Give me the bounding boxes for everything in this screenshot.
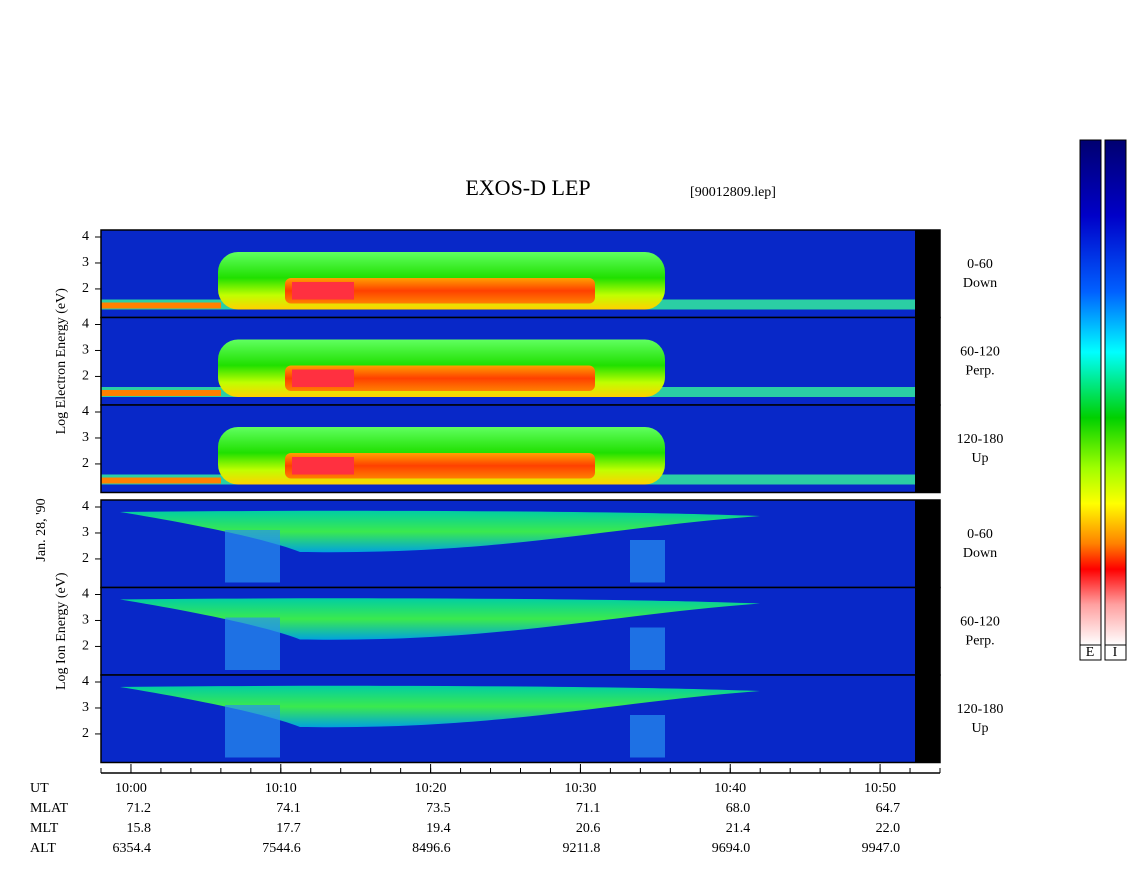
colorbar-label-box: [1079, 644, 1102, 661]
row-label: UT: [30, 781, 49, 796]
orbit-value: 68.0: [726, 801, 751, 816]
y-tick-label: 4: [82, 317, 89, 332]
panel-angle: 0-60: [967, 257, 993, 272]
no-data: [915, 675, 940, 763]
x-tick-label: 10:10: [265, 781, 297, 796]
y-tick-label: 4: [82, 674, 89, 689]
panel-angle: 60-120: [960, 345, 1000, 360]
panel-frame: [100, 674, 941, 764]
panel-direction: Down: [963, 276, 997, 291]
panel-direction: Up: [971, 451, 988, 466]
row-label: MLT: [30, 821, 59, 836]
colorbar-label: E: [1086, 645, 1095, 660]
y-tick-label: 2: [82, 726, 89, 741]
no-data: [915, 587, 940, 675]
orbit-value: 74.1: [276, 801, 301, 816]
panel-angle: 60-120: [960, 615, 1000, 630]
colorbar-label: I: [1113, 645, 1118, 660]
orbit-value: 71.1: [576, 801, 601, 816]
no-data: [915, 230, 940, 318]
panel-angle: 120-180: [957, 702, 1004, 717]
orbit-value: 64.7: [876, 801, 901, 816]
spectrogram-band: [630, 715, 665, 758]
orbit-value: 7544.6: [262, 841, 301, 856]
y-axis-label: Log Electron Energy (eV): [54, 288, 69, 435]
row-label: MLAT: [30, 801, 69, 816]
y-tick-label: 3: [82, 613, 89, 628]
orbit-value: 9947.0: [862, 841, 901, 856]
spectrogram-band: [101, 390, 221, 396]
panel-direction: Perp.: [965, 364, 994, 379]
spectrogram-band: [285, 453, 595, 479]
y-tick-label: 3: [82, 430, 89, 445]
spectrogram-band: [630, 540, 665, 583]
y-tick-label: 4: [82, 499, 89, 514]
orbit-value: 71.2: [126, 801, 151, 816]
y-tick-label: 2: [82, 456, 89, 471]
y-tick-label: 3: [82, 255, 89, 270]
panel-frame: [100, 404, 941, 494]
date-label: Jan. 28, '90: [34, 498, 49, 561]
spectrogram-band: [285, 278, 595, 304]
orbit-value: 21.4: [726, 821, 751, 836]
y-tick-label: 2: [82, 639, 89, 654]
panel-angle: 0-60: [967, 527, 993, 542]
x-tick-label: 10:50: [864, 781, 896, 796]
spectrogram-band: [292, 457, 354, 475]
panel-direction: Up: [971, 721, 988, 736]
x-tick-label: 10:20: [415, 781, 447, 796]
y-tick-label: 2: [82, 281, 89, 296]
orbit-value: 17.7: [276, 821, 301, 836]
y-axis-label: Log Ion Energy (eV): [54, 572, 69, 690]
y-tick-label: 3: [82, 525, 89, 540]
colorbar-label-box: [1104, 644, 1127, 661]
x-tick-label: 10:40: [714, 781, 746, 796]
orbit-value: 20.6: [576, 821, 601, 836]
spectrogram-band: [225, 617, 280, 670]
spectrogram-band: [285, 365, 595, 391]
spectrogram-band: [292, 369, 354, 387]
file-name: [90012809.lep]: [690, 185, 776, 200]
row-label: ALT: [30, 841, 56, 856]
orbit-value: 6354.4: [112, 841, 151, 856]
panel-direction: Down: [963, 546, 997, 561]
y-tick-label: 3: [82, 343, 89, 358]
y-tick-label: 4: [82, 404, 89, 419]
spectrogram-band: [225, 705, 280, 758]
panel-direction: Perp.: [965, 634, 994, 649]
orbit-value: 8496.6: [412, 841, 451, 856]
orbit-value: 22.0: [876, 821, 901, 836]
spectrogram-band: [292, 282, 354, 300]
x-tick-label: 10:00: [115, 781, 147, 796]
y-tick-label: 3: [82, 700, 89, 715]
orbit-value: 19.4: [426, 821, 451, 836]
orbit-value: 15.8: [126, 821, 151, 836]
colorbar: [1104, 139, 1127, 646]
y-tick-label: 2: [82, 369, 89, 384]
spectrogram-band: [101, 477, 221, 484]
panel-angle: 120-180: [957, 432, 1004, 447]
chart-title: EXOS-D LEP: [465, 175, 590, 200]
x-tick-label: 10:30: [564, 781, 596, 796]
spectrogram-band: [225, 530, 280, 583]
orbit-value: 9694.0: [712, 841, 751, 856]
orbit-value: 73.5: [426, 801, 451, 816]
colorbar: [1079, 139, 1102, 646]
orbit-value: 9211.8: [562, 841, 600, 856]
y-tick-label: 2: [82, 551, 89, 566]
spectrogram-band: [101, 302, 221, 309]
no-data: [915, 405, 940, 493]
y-tick-label: 4: [82, 587, 89, 602]
no-data: [915, 500, 940, 588]
y-tick-label: 4: [82, 229, 89, 244]
no-data: [915, 317, 940, 405]
spectrogram-band: [630, 627, 665, 670]
